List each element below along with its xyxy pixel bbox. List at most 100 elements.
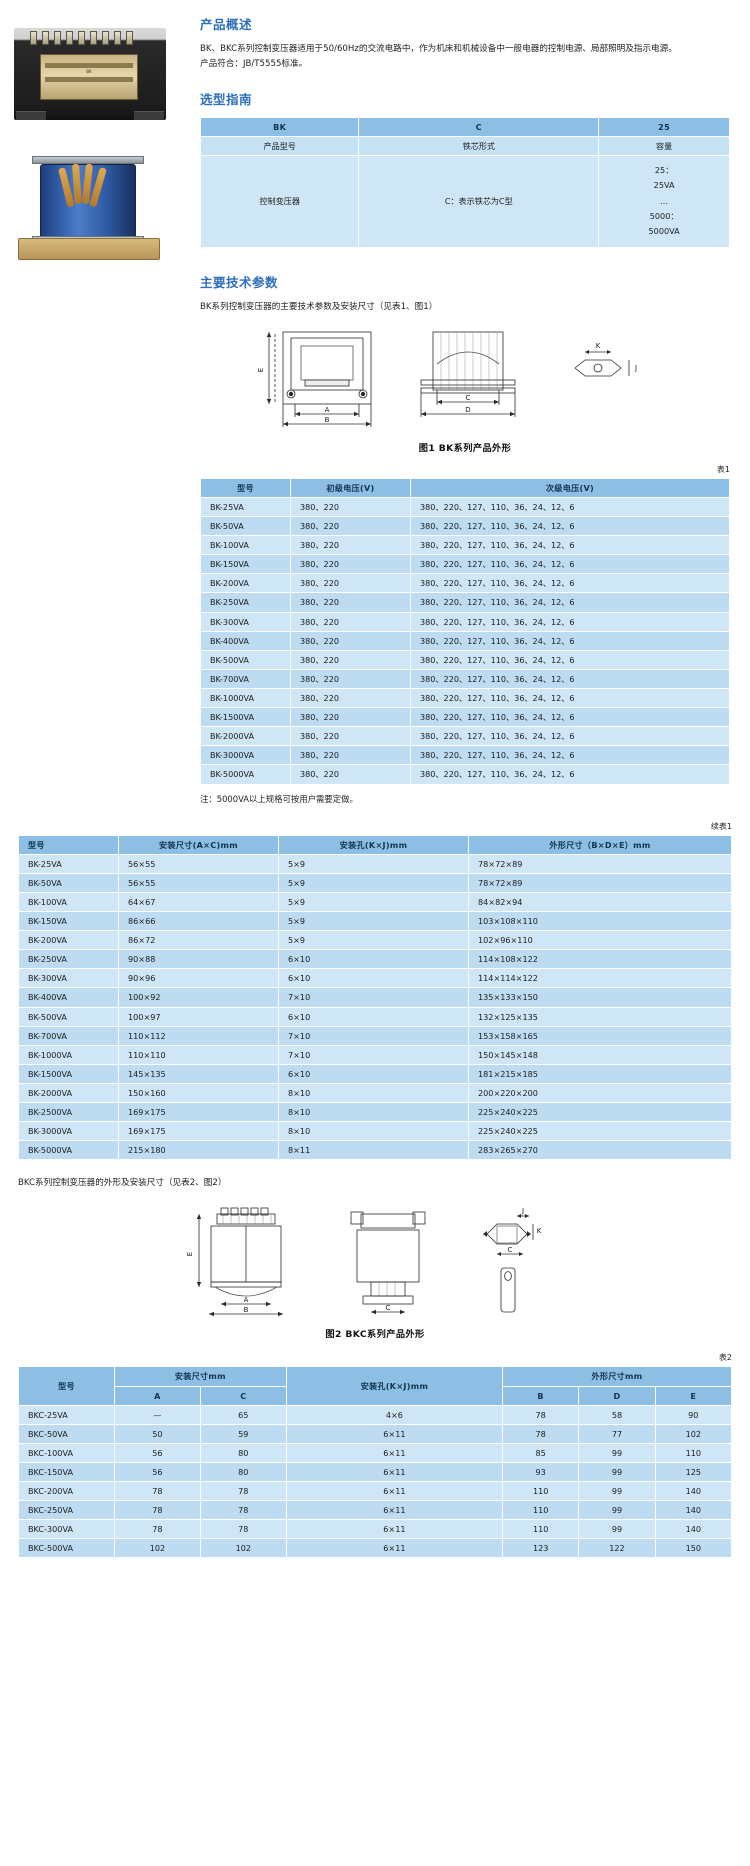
cell-model: BK-5000VA bbox=[200, 764, 291, 785]
table-row: BK-3000VA 380、220 380、220、127、110、36、24、12… bbox=[200, 745, 730, 766]
cell-model: BK-500VA bbox=[200, 649, 291, 670]
cell-b: 110 bbox=[502, 1481, 580, 1502]
cell-mounting-size: 86×66 bbox=[118, 910, 279, 932]
svg-text:B: B bbox=[244, 1306, 249, 1314]
svg-text:J: J bbox=[521, 1207, 524, 1215]
t2-th-d: D bbox=[578, 1385, 656, 1406]
cell-mounting-size: 100×92 bbox=[118, 987, 279, 1008]
table-row: BK-25VA 56×55 5×9 78×72×89 bbox=[18, 853, 732, 874]
table-1-cont-header-row: 型号 安装尺寸(A×C)mm 安装孔(K×J)mm 外形尺寸（B×D×E）mm bbox=[18, 834, 732, 855]
capacity-line-3: … bbox=[660, 195, 669, 206]
table-row: BK-400VA 380、220 380、220、127、110、36、24、12、… bbox=[200, 630, 730, 651]
cell-hole: 6×11 bbox=[285, 1500, 504, 1521]
cell-mounting-hole: 8×10 bbox=[278, 1082, 469, 1104]
table-row: BK-400VA 100×92 7×10 135×133×150 bbox=[18, 987, 732, 1008]
cell-outline-size: 132×125×135 bbox=[468, 1006, 732, 1027]
guide-header-row: BK C 25 bbox=[199, 116, 730, 137]
cell-a: 78 bbox=[114, 1519, 201, 1540]
figure-1-drawing: A B E C D K J bbox=[257, 331, 637, 427]
overview-paragraph-2: 产品符合：JB/T5555标准。 bbox=[200, 58, 308, 69]
t2-th-e: E bbox=[654, 1385, 733, 1406]
cell-b: 93 bbox=[502, 1461, 580, 1483]
table-row: BK-2000VA 150×160 8×10 200×220×200 bbox=[18, 1082, 732, 1104]
figure-2-caption: 图2 BKC系列产品外形 bbox=[325, 1329, 425, 1341]
cell-outline-size: 102×96×110 bbox=[468, 930, 732, 951]
cell-outline-size: 153×158×165 bbox=[468, 1025, 732, 1046]
cell-model: BK-100VA bbox=[200, 535, 291, 556]
svg-text:D: D bbox=[465, 406, 470, 414]
cell-secondary-voltage: 380、220、127、110、36、24、12、6 bbox=[410, 496, 730, 518]
table-row: BK-500VA 100×97 6×10 132×125×135 bbox=[18, 1006, 732, 1027]
table-1: 型号 初级电压(V) 次级电压(V) BK-25VA 380、220 380、220… bbox=[200, 477, 730, 785]
cell-mounting-hole: 8×10 bbox=[278, 1121, 469, 1142]
guide-body-capacity: 25： 25VA … 5000： 5000VA bbox=[598, 154, 730, 248]
cell-model: BK-400VA bbox=[200, 630, 291, 651]
cell-primary-voltage: 380、220 bbox=[290, 707, 411, 728]
product-photo-bk: BK bbox=[14, 28, 166, 120]
cell-model: BKC-300VA bbox=[18, 1519, 115, 1540]
cell-d: 58 bbox=[578, 1404, 656, 1425]
cell-mounting-hole: 7×10 bbox=[278, 987, 469, 1008]
table-row: BK-1000VA 380、220 380、220、127、110、36、24、12… bbox=[200, 687, 730, 709]
svg-text:B: B bbox=[325, 416, 330, 424]
cell-b: 123 bbox=[502, 1538, 580, 1559]
svg-text:A: A bbox=[244, 1296, 249, 1304]
cell-e: 140 bbox=[654, 1481, 733, 1502]
guide-body-model: 控制变压器 bbox=[199, 154, 360, 248]
cell-mounting-size: 145×135 bbox=[118, 1063, 279, 1084]
table-row: BK-25VA 380、220 380、220、127、110、36、24、12、6 bbox=[200, 496, 730, 518]
cell-secondary-voltage: 380、220、127、110、36、24、12、6 bbox=[410, 745, 730, 766]
cell-primary-voltage: 380、220 bbox=[290, 726, 411, 747]
cell-model: BKC-200VA bbox=[18, 1481, 115, 1502]
t1c-th-model: 型号 bbox=[18, 834, 119, 855]
svg-text:J: J bbox=[634, 364, 637, 372]
cell-mounting-size: 90×88 bbox=[118, 949, 279, 970]
cell-mounting-hole: 7×10 bbox=[278, 1025, 469, 1046]
cell-model: BK-2000VA bbox=[18, 1082, 119, 1104]
cell-mounting-size: 100×97 bbox=[118, 1006, 279, 1027]
cell-model: BK-150VA bbox=[200, 554, 291, 575]
cell-d: 99 bbox=[578, 1461, 656, 1483]
table-row: BK-3000VA 169×175 8×10 225×240×225 bbox=[18, 1121, 732, 1142]
cell-outline-size: 225×240×225 bbox=[468, 1102, 732, 1123]
table-1-th-secondary: 次级电压(V) bbox=[410, 477, 730, 498]
cell-c: 78 bbox=[199, 1519, 287, 1540]
cell-model: BK-5000VA bbox=[18, 1140, 119, 1161]
cell-mounting-size: 86×72 bbox=[118, 930, 279, 951]
selection-guide-table: BK C 25 产品型号 铁芯形式 容量 控制变压器 C：表示铁芯为C型 bbox=[199, 116, 730, 248]
cell-b: 78 bbox=[502, 1404, 580, 1425]
cell-c: 80 bbox=[199, 1461, 287, 1483]
table-2-label: 表2 bbox=[718, 1353, 732, 1363]
table-row: BKC-250VA 78 78 6×11 110 99 140 bbox=[18, 1500, 733, 1521]
cell-d: 99 bbox=[578, 1481, 656, 1502]
table-row: BK-5000VA 380、220 380、220、127、110、36、24、12… bbox=[200, 764, 730, 785]
cell-primary-voltage: 380、220 bbox=[290, 745, 411, 766]
guide-sub-capacity: 容量 bbox=[598, 135, 730, 156]
cell-model: BK-700VA bbox=[200, 668, 291, 689]
table-row: BK-100VA 380、220 380、220、127、110、36、24、12、… bbox=[200, 535, 730, 556]
cell-secondary-voltage: 380、220、127、110、36、24、12、6 bbox=[410, 649, 730, 670]
cell-mounting-hole: 5×9 bbox=[278, 853, 469, 874]
cell-mounting-hole: 6×10 bbox=[278, 968, 469, 989]
cell-a: 56 bbox=[114, 1461, 201, 1483]
cell-model: BK-50VA bbox=[18, 872, 119, 893]
cell-model: BK-2000VA bbox=[200, 726, 291, 747]
cell-hole: 6×11 bbox=[285, 1481, 504, 1502]
cell-hole: 4×6 bbox=[285, 1404, 504, 1425]
cell-c: 80 bbox=[199, 1442, 287, 1463]
cell-primary-voltage: 380、220 bbox=[290, 630, 411, 651]
cell-outline-size: 135×133×150 bbox=[468, 987, 732, 1008]
guide-body-core: C：表示铁芯为C型 bbox=[358, 154, 600, 248]
capacity-line-2: 25VA bbox=[653, 180, 675, 191]
cell-model: BK-2500VA bbox=[18, 1102, 119, 1123]
cell-d: 122 bbox=[578, 1538, 656, 1559]
table-row: BK-2000VA 380、220 380、220、127、110、36、24、12… bbox=[200, 726, 730, 747]
cell-mounting-hole: 6×10 bbox=[278, 1006, 469, 1027]
cell-mounting-size: 56×55 bbox=[118, 872, 279, 893]
cell-c: 102 bbox=[199, 1538, 287, 1559]
guide-sub-model: 产品型号 bbox=[199, 135, 360, 156]
table-1-body: BK-25VA 380、220 380、220、127、110、36、24、12、6… bbox=[200, 496, 730, 785]
figure-2-block: E A B C J K C 图2 BKC系列产品外形 bbox=[18, 1200, 732, 1340]
cell-primary-voltage: 380、220 bbox=[290, 649, 411, 670]
product-photo-bkc bbox=[14, 142, 166, 260]
